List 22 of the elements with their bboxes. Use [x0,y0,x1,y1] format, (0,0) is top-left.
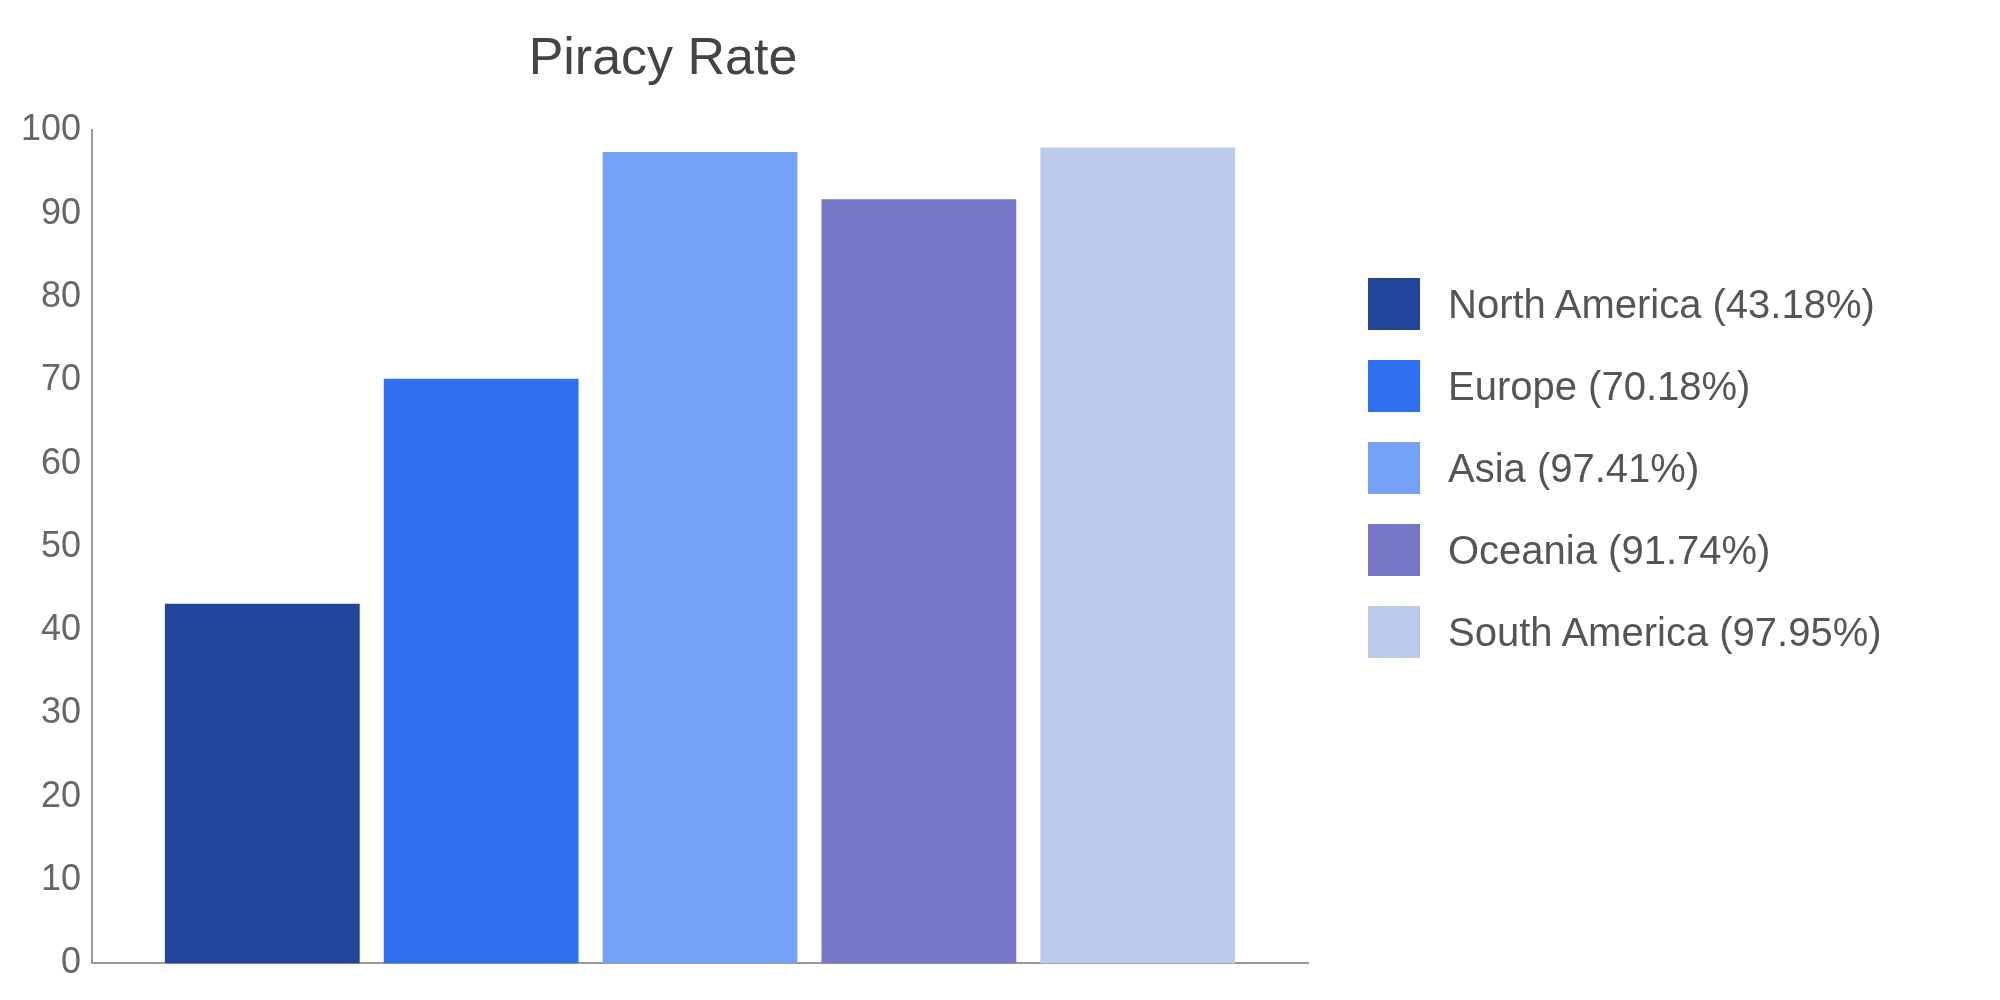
bar [383,378,579,964]
legend-label: South America (97.95%) [1448,609,1882,655]
y-tick-label: 30 [41,690,82,732]
y-tick-label: 20 [41,773,82,815]
bar [821,199,1017,964]
y-tick-label: 90 [41,190,82,232]
y-tick-label: 100 [20,107,82,149]
y-tick-label: 10 [41,857,82,899]
y-tick-label: 0 [61,940,82,982]
y-tick-label: 60 [41,440,82,482]
legend-label: Europe (70.18%) [1448,363,1751,409]
legend-label: Oceania (91.74%) [1448,527,1771,573]
legend-label: North America (43.18%) [1448,281,1875,327]
legend-label: Asia (97.41%) [1448,445,1700,491]
bar [1040,147,1236,964]
chart-title: Piracy Rate [528,26,798,85]
y-tick-label: 40 [41,607,82,649]
y-tick-label: 80 [41,273,82,315]
bar [164,603,360,964]
y-tick-label: 50 [41,523,82,565]
y-tick-label: 70 [41,357,82,399]
bar [602,151,798,964]
